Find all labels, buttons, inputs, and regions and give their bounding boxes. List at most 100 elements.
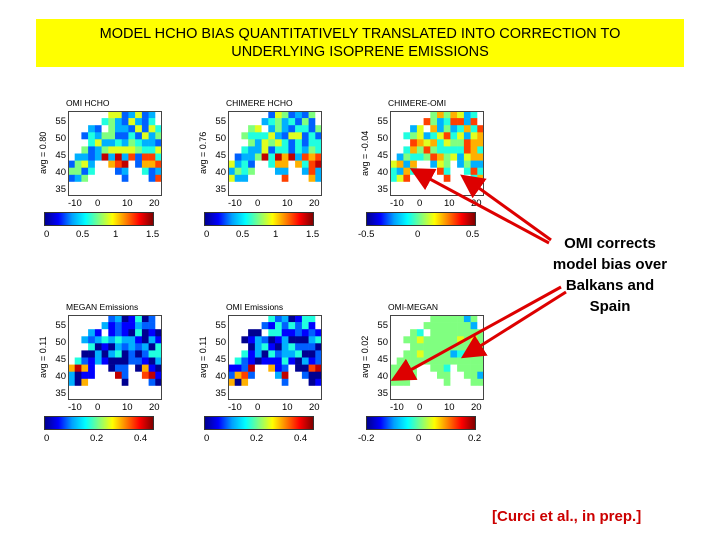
panel-title: OMI-MEGAN: [388, 302, 439, 312]
x-tick-label: -10: [390, 198, 404, 209]
y-tick-label: 50: [377, 337, 388, 348]
title-banner: MODEL HCHO BIAS QUANTITATIVELY TRANSLATE…: [36, 19, 684, 67]
annotation-line: OMI corrects: [564, 235, 656, 252]
x-tick-label: 20: [309, 402, 320, 413]
colorbar-tick-label: 0.2: [468, 433, 482, 444]
y-tick-label: 55: [215, 116, 226, 127]
y-tick-label: 40: [215, 167, 226, 178]
annotation-text: OMI corrects model bias over Balkans and…: [548, 233, 672, 317]
colorbar-tick-label: 1: [113, 229, 119, 240]
map-image: [228, 315, 322, 400]
y-tick-label: 50: [377, 133, 388, 144]
x-tick-label: 0: [417, 402, 423, 413]
title-line-2: UNDERLYING ISOPRENE EMISSIONS: [231, 44, 489, 60]
panel-title: CHIMERE-OMI: [388, 98, 447, 108]
x-tick-label: 0: [255, 198, 261, 209]
citation: [Curci et al., in prep.]: [492, 508, 642, 525]
y-tick-label: 55: [377, 116, 388, 127]
colorbar: [204, 416, 314, 430]
y-tick-label: 50: [215, 337, 226, 348]
colorbar-tick-label: 0: [415, 229, 421, 240]
y-tick-label: 40: [55, 371, 66, 382]
colorbar-tick-label: -0.2: [358, 433, 375, 444]
colorbar-tick-label: -0.5: [358, 229, 375, 240]
x-tick-label: -10: [68, 198, 82, 209]
colorbar: [44, 416, 154, 430]
x-tick-label: 10: [282, 402, 293, 413]
colorbar: [366, 416, 476, 430]
x-tick-label: -10: [68, 402, 82, 413]
x-tick-label: 0: [255, 402, 261, 413]
arrow-to-spain-bottom: [390, 285, 562, 381]
x-tick-label: 20: [309, 198, 320, 209]
y-tick-label: 55: [55, 320, 66, 331]
colorbar: [204, 212, 314, 226]
colorbar-tick-label: 0.5: [236, 229, 250, 240]
annotation-line: model bias over: [552, 256, 668, 273]
map-panel: CHIMERE HCHO avg = 0.76 55 50 45 40 35 -10 0 10 20…: [198, 98, 348, 268]
y-tick-label: 55: [377, 320, 388, 331]
x-tick-label: 20: [149, 402, 160, 413]
y-tick-label: 35: [377, 184, 388, 195]
x-tick-label: 10: [282, 198, 293, 209]
y-tick-label: 35: [215, 184, 226, 195]
arrow-to-balkans-bottom: [460, 290, 567, 359]
x-tick-label: 10: [122, 402, 133, 413]
colorbar-tick-label: 0.5: [466, 229, 480, 240]
title-line-1: MODEL HCHO BIAS QUANTITATIVELY TRANSLATE…: [99, 26, 621, 42]
x-tick-label: 10: [444, 402, 455, 413]
y-tick-label: 55: [215, 320, 226, 331]
colorbar-tick-label: 0: [44, 433, 50, 444]
map-image: [68, 111, 162, 196]
colorbar-tick-label: 1.5: [306, 229, 320, 240]
y-tick-label: 45: [55, 150, 66, 161]
x-tick-label: 10: [444, 198, 455, 209]
colorbar-tick-label: 0.4: [134, 433, 148, 444]
x-tick-label: 0: [417, 198, 423, 209]
map-image: [68, 315, 162, 400]
colorbar-tick-label: 0.4: [294, 433, 308, 444]
x-tick-label: -10: [228, 198, 242, 209]
y-tick-label: 45: [215, 354, 226, 365]
y-tick-label: 45: [377, 150, 388, 161]
y-tick-label: 35: [377, 388, 388, 399]
y-tick-label: 50: [215, 133, 226, 144]
y-tick-label: 55: [55, 116, 66, 127]
arrow-to-balkans-top: [460, 174, 552, 242]
y-tick-label: 45: [377, 354, 388, 365]
y-tick-label: 40: [377, 167, 388, 178]
panel-title: OMI HCHO: [66, 98, 110, 108]
y-tick-label: 35: [55, 184, 66, 195]
y-tick-label: 45: [215, 150, 226, 161]
colorbar: [366, 212, 476, 226]
arrow-to-spain-top: [409, 168, 550, 245]
x-tick-label: 10: [122, 198, 133, 209]
x-tick-label: 20: [471, 402, 482, 413]
x-tick-label: 0: [95, 198, 101, 209]
y-tick-label: 45: [55, 354, 66, 365]
map-panel: MEGAN Emissions avg = 0.11 55 50 45 40 35 -10 0 1…: [38, 302, 188, 472]
y-tick-label: 35: [215, 388, 226, 399]
colorbar-tick-label: 0.5: [76, 229, 90, 240]
colorbar-tick-label: 0: [416, 433, 422, 444]
colorbar-tick-label: 1: [273, 229, 279, 240]
map-panel: OMI Emissions avg = 0.11 55 50 45 40 35 -10 0 10 2…: [198, 302, 348, 472]
colorbar-tick-label: 0: [44, 229, 50, 240]
y-tick-label: 50: [55, 133, 66, 144]
map-image: [228, 111, 322, 196]
panel-title: CHIMERE HCHO: [226, 98, 293, 108]
x-tick-label: -10: [228, 402, 242, 413]
colorbar-tick-label: 0.2: [90, 433, 104, 444]
map-panel: OMI HCHO avg = 0.80 55 50 45 40 35 -10 0 10 20 0 0.5…: [38, 98, 188, 268]
x-tick-label: 20: [149, 198, 160, 209]
y-tick-label: 50: [55, 337, 66, 348]
annotation-line: Spain: [589, 298, 631, 315]
colorbar-tick-label: 0.2: [250, 433, 264, 444]
colorbar: [44, 212, 154, 226]
annotation-line: Balkans and: [565, 277, 655, 294]
y-tick-label: 40: [55, 167, 66, 178]
colorbar-tick-label: 0: [204, 433, 210, 444]
x-tick-label: 0: [95, 402, 101, 413]
x-tick-label: -10: [390, 402, 404, 413]
